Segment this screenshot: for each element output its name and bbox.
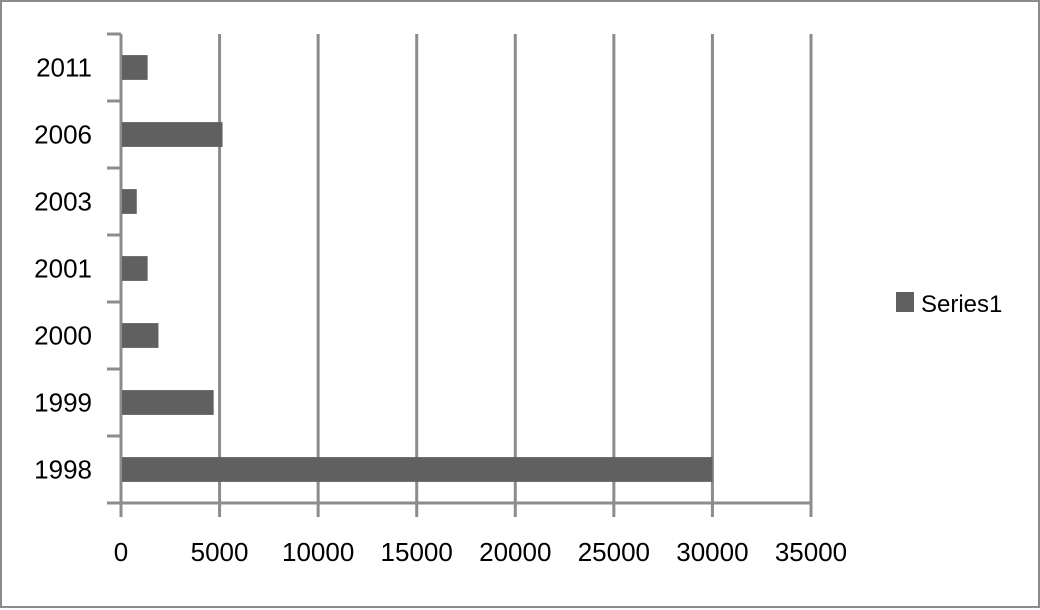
x-tick-label: 20000 — [479, 537, 551, 567]
x-tick-label: 5000 — [191, 537, 249, 567]
bar-2000 — [122, 323, 159, 348]
bar-1999 — [122, 390, 214, 415]
legend-label: Series1 — [921, 291, 1002, 318]
y-tick-label: 1999 — [34, 388, 92, 418]
bar-2001 — [122, 256, 148, 281]
x-tick-label: 30000 — [676, 537, 748, 567]
y-tick-label: 2011 — [36, 53, 92, 83]
tick-labels: 0 5000 10000 15000 20000 25000 30000 35000 1998 1… — [34, 53, 847, 568]
bar-2006 — [122, 122, 223, 147]
x-tick-label: 10000 — [282, 537, 354, 567]
bar-2003 — [122, 189, 137, 214]
bar-1998 — [122, 457, 713, 482]
x-tick-label: 0 — [114, 537, 128, 567]
y-tick-label: 2006 — [34, 120, 92, 150]
y-tick-label: 1998 — [34, 455, 92, 485]
x-tick-label: 35000 — [775, 537, 847, 567]
legend-swatch — [896, 292, 914, 312]
y-tick-label: 2000 — [34, 321, 92, 351]
legend: Series1 — [896, 291, 1002, 318]
bars — [122, 55, 713, 482]
gridlines — [218, 34, 813, 503]
axes — [107, 32, 813, 517]
x-tick-label: 25000 — [578, 537, 650, 567]
x-tick-label: 15000 — [381, 537, 453, 567]
bar-2011 — [122, 55, 148, 80]
y-tick-label: 2003 — [34, 187, 92, 217]
y-tick-label: 2001 — [34, 254, 92, 284]
